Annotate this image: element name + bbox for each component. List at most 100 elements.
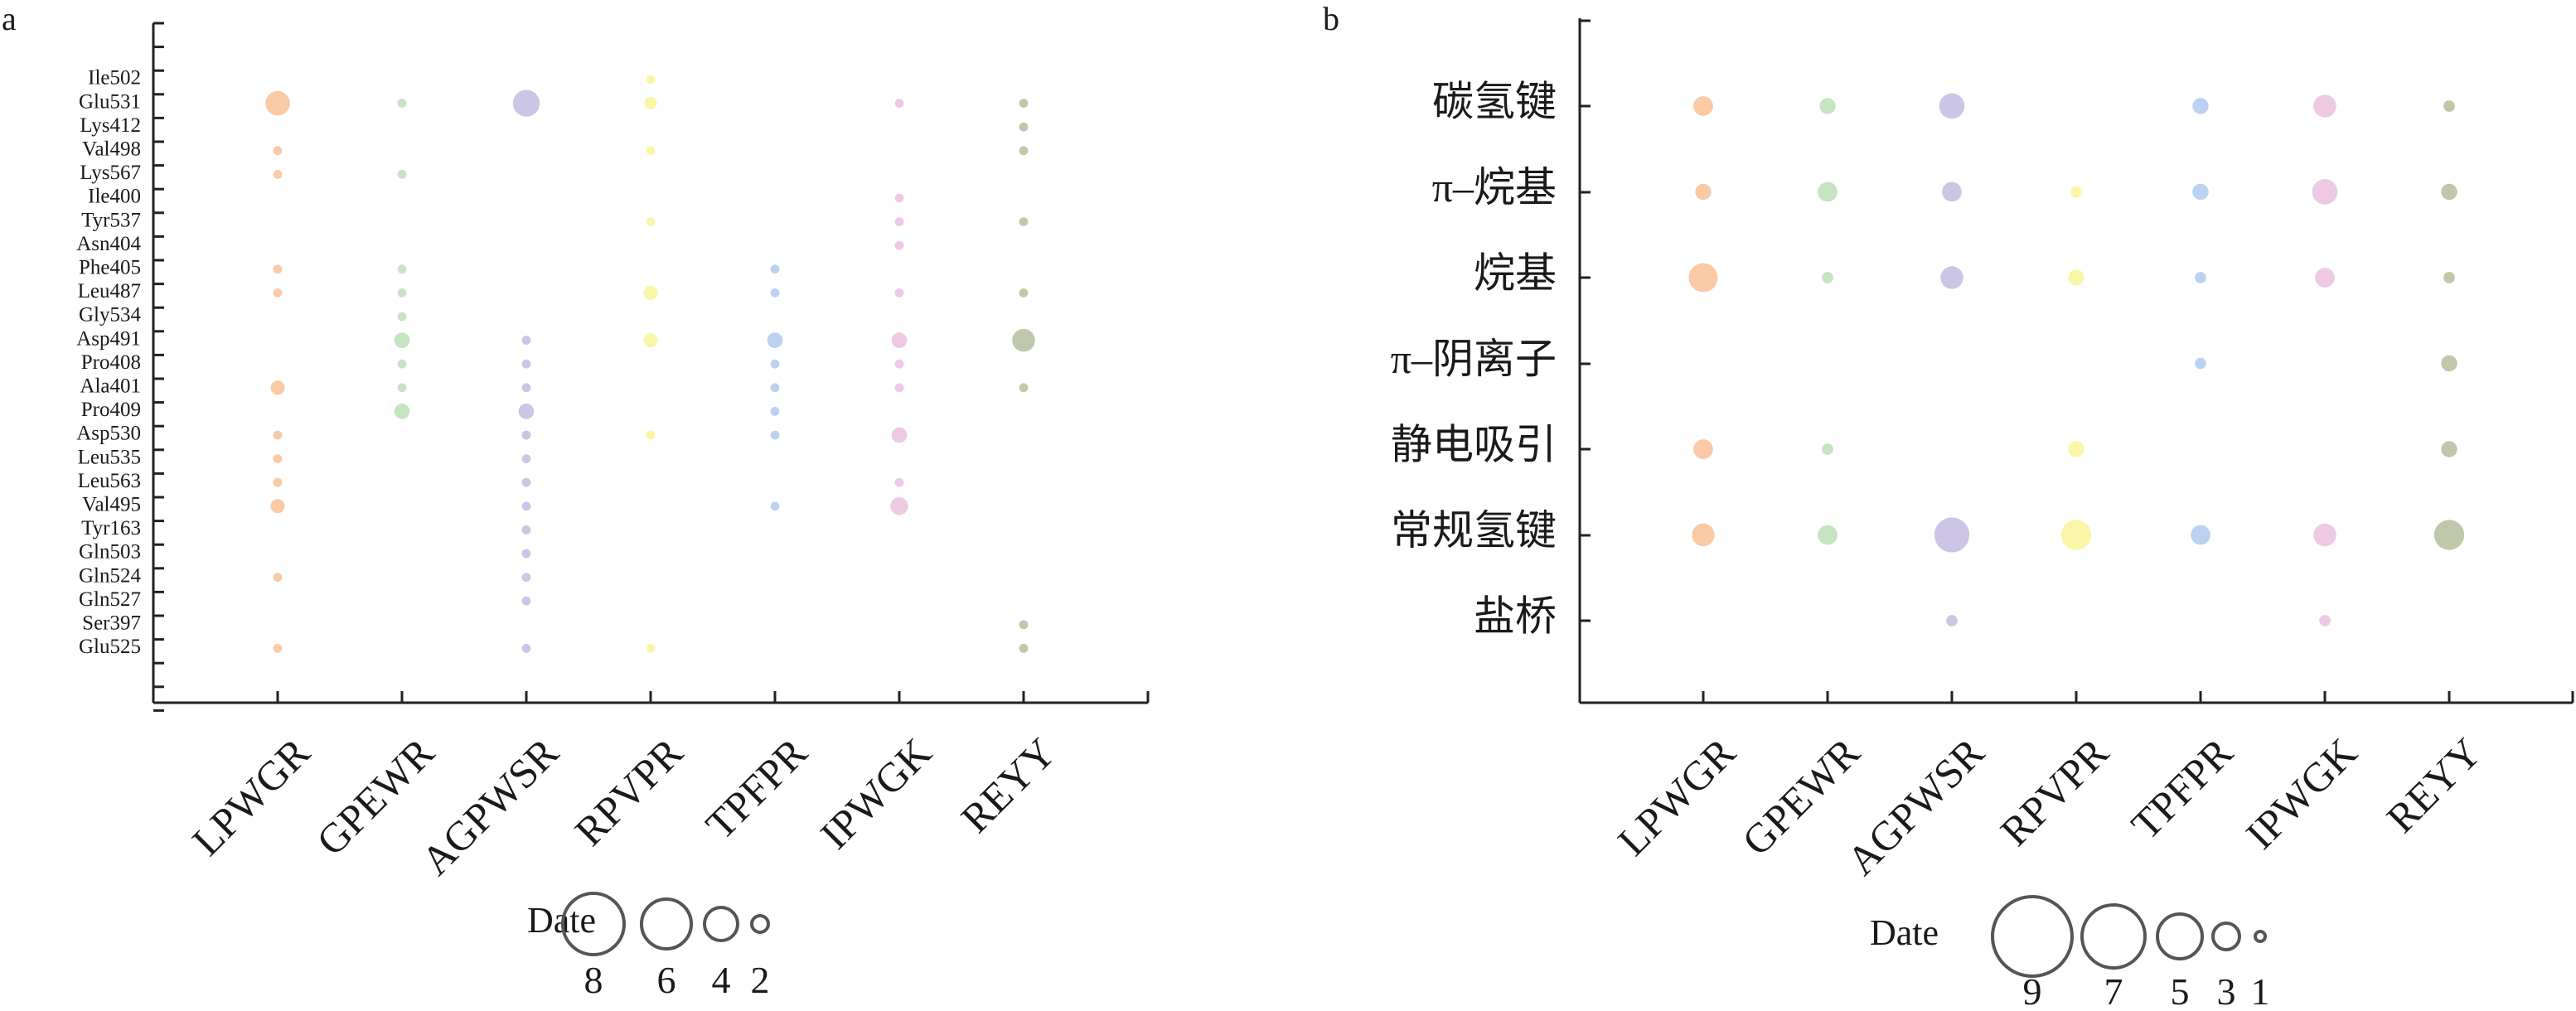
bubble-point (2319, 615, 2331, 626)
bubble-point (521, 549, 531, 559)
bubble-point (770, 288, 780, 297)
y-tick-label: π–阴离子 (1391, 336, 1557, 382)
y-tick-label: Leu563 (78, 470, 141, 492)
bubble-point (521, 644, 531, 653)
y-tick-label: Ile400 (88, 186, 141, 208)
y-tick-label: Gln524 (79, 564, 142, 587)
bubble-point (397, 264, 407, 274)
bubble-point (273, 477, 283, 487)
bubble-point (270, 380, 285, 395)
bubble-point (1019, 620, 1029, 630)
bubble-point (894, 217, 904, 226)
y-tick-label: Gly534 (79, 304, 142, 327)
bubble-point (1019, 383, 1029, 393)
bubble-point (643, 333, 658, 348)
bubble-point (2068, 269, 2085, 286)
panel-b: b碳氢键π–烷基烷基π–阴离子静电吸引常规氢键盐桥LPWGRGPEWRAGPWS… (1323, 0, 2574, 1011)
bubble-point (1946, 615, 1958, 626)
bubble-point (397, 170, 407, 179)
bubble-point (2195, 272, 2206, 283)
y-tick-label: Leu487 (78, 280, 141, 302)
y-tick-label: Phe405 (79, 257, 141, 279)
legend-size-label: 3 (2217, 970, 2236, 1011)
y-tick-label: Asp530 (76, 423, 141, 445)
bubble-point (1822, 443, 1833, 455)
x-tick-label: TPFPR (2122, 728, 2241, 848)
bubble-point (2068, 441, 2085, 457)
x-tick-label: IPWGK (811, 729, 940, 858)
bubble-point (2312, 179, 2338, 205)
bubble-point (397, 99, 407, 108)
bubble-point (2195, 357, 2206, 370)
bubble-point (1940, 266, 1963, 289)
bubble-point (397, 312, 407, 322)
legend-size-label: 1 (2251, 970, 2270, 1011)
bubble-point (521, 383, 531, 393)
y-tick-label: 盐桥 (1474, 593, 1557, 639)
legend-size-circle (561, 892, 626, 956)
y-tick-label: Tyr163 (81, 517, 141, 539)
bubble-point (1818, 525, 1838, 545)
bubble-point (770, 501, 780, 511)
bubble-point (1819, 98, 1836, 114)
bubble-point (643, 285, 658, 300)
bubble-point (1695, 183, 1712, 201)
bubble-point (767, 332, 783, 348)
bubble-point (270, 499, 285, 514)
legend-size-circle (703, 906, 739, 942)
bubble-point (397, 359, 407, 369)
bubble-point (2192, 183, 2209, 201)
bubble-point (1818, 181, 1838, 202)
bubble-point (1939, 93, 1965, 119)
y-tick-label: Glu531 (79, 90, 141, 113)
bubble-point (2441, 183, 2457, 201)
legend-size-circle (2254, 930, 2267, 943)
bubble-point (646, 217, 656, 226)
bubble-point (1693, 439, 1713, 459)
bubble-point (646, 430, 656, 440)
bubble-point (273, 454, 283, 463)
y-tick-label: Pro409 (81, 399, 141, 421)
y-tick-label: Ile502 (88, 67, 141, 89)
y-tick-label: π–烷基 (1432, 164, 1557, 210)
bubble-point (1934, 517, 1970, 553)
bubble-point (770, 264, 780, 274)
bubble-point (397, 288, 407, 297)
size-legend: Date 9 7 5 3 1 (1870, 895, 2270, 1011)
x-tick-label: REYY (951, 729, 1064, 842)
bubble-point (1942, 181, 1962, 202)
y-tick-label: 常规氢键 (1391, 507, 1557, 554)
bubble-point (646, 146, 656, 156)
y-tick-label: 碳氢键 (1432, 78, 1557, 124)
bubble-point (2191, 525, 2210, 545)
bubble-point (521, 525, 531, 535)
bubble-point (770, 430, 780, 440)
bubble-point (521, 596, 531, 606)
panel-label: a (2, 0, 17, 37)
bubble-point (644, 96, 657, 110)
y-tick-label: Pro408 (81, 351, 141, 374)
bubble-point (518, 404, 535, 419)
y-tick-label: Ser397 (82, 612, 141, 635)
bubble-point (894, 99, 904, 108)
bubble-point (521, 454, 531, 463)
legend-size-label: 2 (751, 959, 770, 1001)
bubble-point (2060, 520, 2092, 550)
bubble-point (1693, 96, 1713, 116)
x-tick-label: IPWGK (2237, 729, 2365, 858)
bubble-point (2313, 94, 2336, 118)
bubble-point (394, 404, 410, 419)
legend-size-label: 7 (2104, 970, 2123, 1011)
y-tick-label: Asn404 (76, 233, 141, 255)
x-tick-label: LPWGR (1609, 728, 1745, 864)
bubble-point (521, 336, 531, 345)
bubble-point (273, 573, 283, 582)
bubble-point (273, 170, 283, 179)
bubble-point (770, 407, 780, 416)
panel-a: aIle502Glu531Lys412Val498Lys567Ile400Tyr… (2, 0, 1150, 1001)
y-tick-label: Lys412 (80, 114, 141, 137)
bubble-point (894, 240, 904, 250)
bubble-point (1012, 328, 1035, 352)
